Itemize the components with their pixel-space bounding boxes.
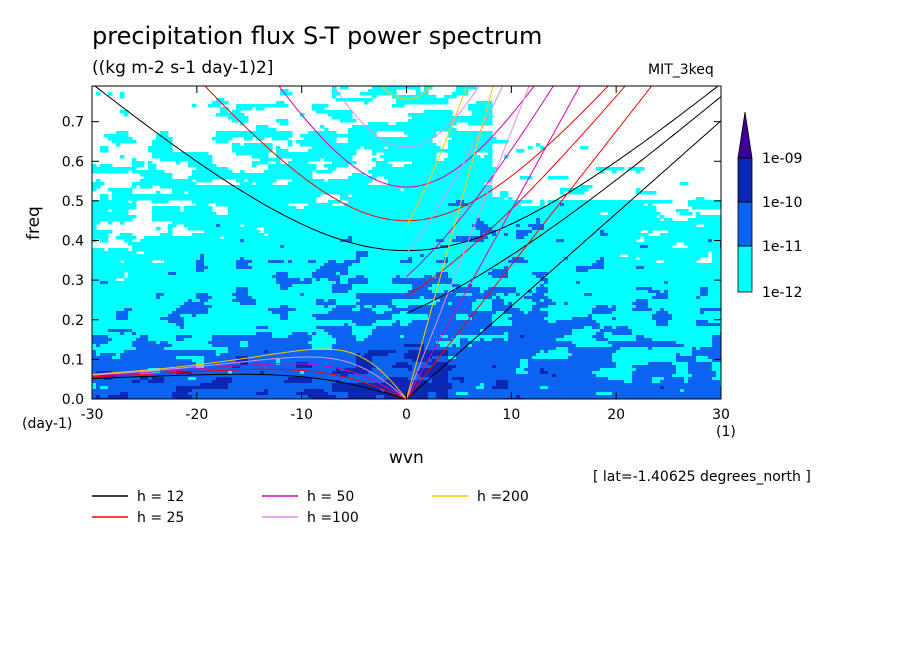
colorbar-segment — [737, 201, 753, 247]
colorbar-segment — [737, 245, 753, 293]
dispersion-curve-rossby — [92, 356, 407, 399]
x-tick-label: -30 — [81, 407, 104, 423]
chart-title: precipitation flux S-T power spectrum — [92, 22, 543, 50]
x-tick-label: 20 — [607, 407, 625, 423]
y-tick-label: 0.6 — [62, 154, 84, 170]
dispersion-curve-rossby — [92, 373, 407, 399]
y-tick-label: 0.5 — [62, 194, 84, 210]
x-tick-label: 0 — [402, 407, 411, 423]
dispersion-curve-rossby — [92, 368, 407, 399]
dispersion-curve-kelvin — [406, 120, 721, 399]
experiment-label: MIT_3keq — [648, 62, 714, 78]
dispersion-curve-mrg — [406, 86, 554, 277]
x-axis-label: wvn — [389, 448, 424, 468]
x-axis-units: (1) — [716, 424, 736, 440]
legend-label: h =100 — [307, 510, 359, 526]
dispersion-curve-ig1 — [333, 86, 480, 148]
dispersion-curve-ig1 — [94, 86, 719, 252]
y-tick-label: 0.0 — [62, 392, 84, 408]
y-axis-units: (day-1) — [22, 416, 73, 432]
colorbar-label: 1e-09 — [762, 151, 802, 167]
dispersion-curve-ig1 — [380, 86, 433, 100]
dispersion-curve-ig1 — [204, 86, 609, 222]
dispersion-curve-mrg — [406, 86, 504, 254]
colorbar-label: 1e-11 — [762, 239, 802, 255]
colorbar-label: 1e-12 — [762, 285, 802, 301]
dispersion-curve-kelvin — [406, 86, 653, 399]
legend-label: h = 25 — [137, 510, 184, 526]
dispersion-curve-mrg — [406, 86, 626, 297]
legend-label: h =200 — [477, 489, 529, 505]
x-tick-label: 30 — [712, 407, 730, 423]
y-tick-label: 0.4 — [62, 234, 84, 250]
dispersion-curve-kelvin — [406, 86, 530, 399]
colorbar-segment — [737, 157, 753, 203]
dispersion-curve-mrg — [406, 96, 721, 314]
legend-label: h = 12 — [137, 489, 184, 505]
colorbar-cap — [737, 111, 753, 159]
dispersion-curve-kelvin — [406, 86, 494, 399]
x-tick-label: -10 — [290, 407, 313, 423]
dispersion-curve-kelvin — [406, 86, 581, 399]
colorbar-label: 1e-10 — [762, 195, 802, 211]
dispersion-curve-mrg — [406, 86, 468, 227]
y-tick-label: 0.7 — [62, 115, 84, 131]
spectrum-field — [92, 86, 721, 399]
y-tick-label: 0.3 — [62, 273, 84, 289]
latitude-note: [ lat=-1.40625 degrees_north ] — [593, 469, 811, 485]
legend-label: h = 50 — [307, 489, 354, 505]
x-tick-label: 10 — [502, 407, 520, 423]
dispersion-curve-ig1 — [278, 86, 535, 188]
y-tick-label: 0.1 — [62, 352, 84, 368]
y-tick-label: 0.2 — [62, 313, 84, 329]
chart-subtitle: ((kg m-2 s-1 day-1)2] — [92, 58, 274, 78]
x-tick-label: -20 — [185, 407, 208, 423]
dispersion-curve-rossby — [92, 363, 407, 399]
dispersion-curves — [92, 86, 721, 399]
dispersion-curve-rossby — [92, 348, 407, 399]
